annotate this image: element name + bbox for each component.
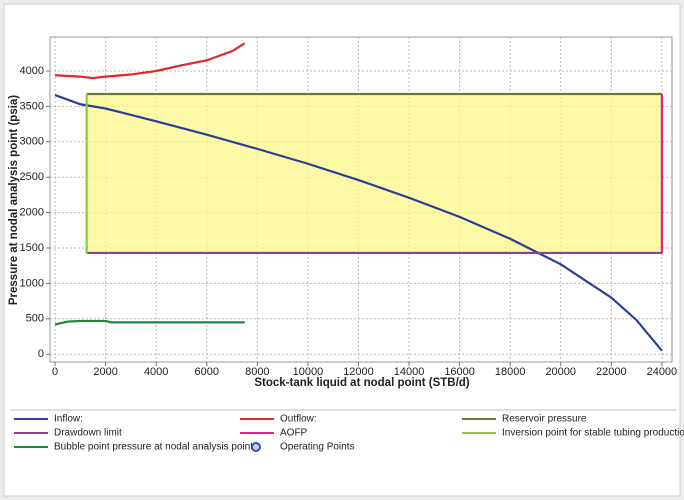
x-axis-title: Stock-tank liquid at nodal point (STB/d) bbox=[254, 377, 469, 389]
y-tick-label: 1000 bbox=[20, 277, 44, 289]
x-tick-label: 22000 bbox=[596, 366, 627, 378]
x-tick-label: 6000 bbox=[195, 366, 219, 378]
x-tick-label: 20000 bbox=[545, 366, 576, 378]
x-tick-label: 2000 bbox=[93, 366, 117, 378]
y-tick-label: 2000 bbox=[20, 207, 44, 219]
y-tick-label: 4000 bbox=[20, 65, 44, 77]
legend-label: Reservoir pressure bbox=[502, 414, 587, 425]
x-tick-label: 10000 bbox=[293, 366, 324, 378]
legend-label: Inversion point for stable tubing produc… bbox=[502, 428, 684, 439]
legend-label: Operating Points bbox=[280, 442, 355, 453]
y-tick-label: 3000 bbox=[20, 136, 44, 148]
x-tick-label: 16000 bbox=[444, 366, 475, 378]
series-line bbox=[54, 319, 245, 326]
legend-label: AOFP bbox=[280, 428, 308, 439]
x-tick-label: 14000 bbox=[394, 366, 425, 378]
series-line bbox=[54, 42, 246, 80]
legend-label: Inflow: bbox=[54, 414, 83, 425]
legend-marker bbox=[251, 442, 261, 452]
x-tick-label: 18000 bbox=[495, 366, 526, 378]
legend-label: Outflow: bbox=[280, 414, 317, 425]
series-line bbox=[54, 94, 663, 352]
legend-label: Bubble point pressure at nodal analysis … bbox=[54, 442, 253, 453]
y-tick-label: 500 bbox=[26, 313, 44, 325]
x-tick-label: 24000 bbox=[647, 366, 678, 378]
x-tick-label: 0 bbox=[52, 366, 58, 378]
legend: Inflow: Outflow: Reservoir pressure Drawdow… bbox=[14, 414, 684, 453]
legend-label: Drawdown limit bbox=[54, 428, 122, 439]
y-axis-title: Pressure at nodal analysis point (psia) bbox=[8, 95, 20, 305]
x-tick-label: 8000 bbox=[245, 366, 269, 378]
x-tick-label: 4000 bbox=[144, 366, 168, 378]
stable-region bbox=[86, 93, 662, 253]
x-tick-label: 12000 bbox=[343, 366, 374, 378]
y-tick-label: 0 bbox=[38, 348, 44, 360]
y-tick-label: 1500 bbox=[20, 242, 44, 254]
y-tick-label: 2500 bbox=[20, 171, 44, 183]
plot: 0 500 1000 1500 2000 2500 3000 3500 4000 0 2000 400… bbox=[20, 37, 678, 378]
y-tick-label: 3500 bbox=[20, 100, 44, 112]
